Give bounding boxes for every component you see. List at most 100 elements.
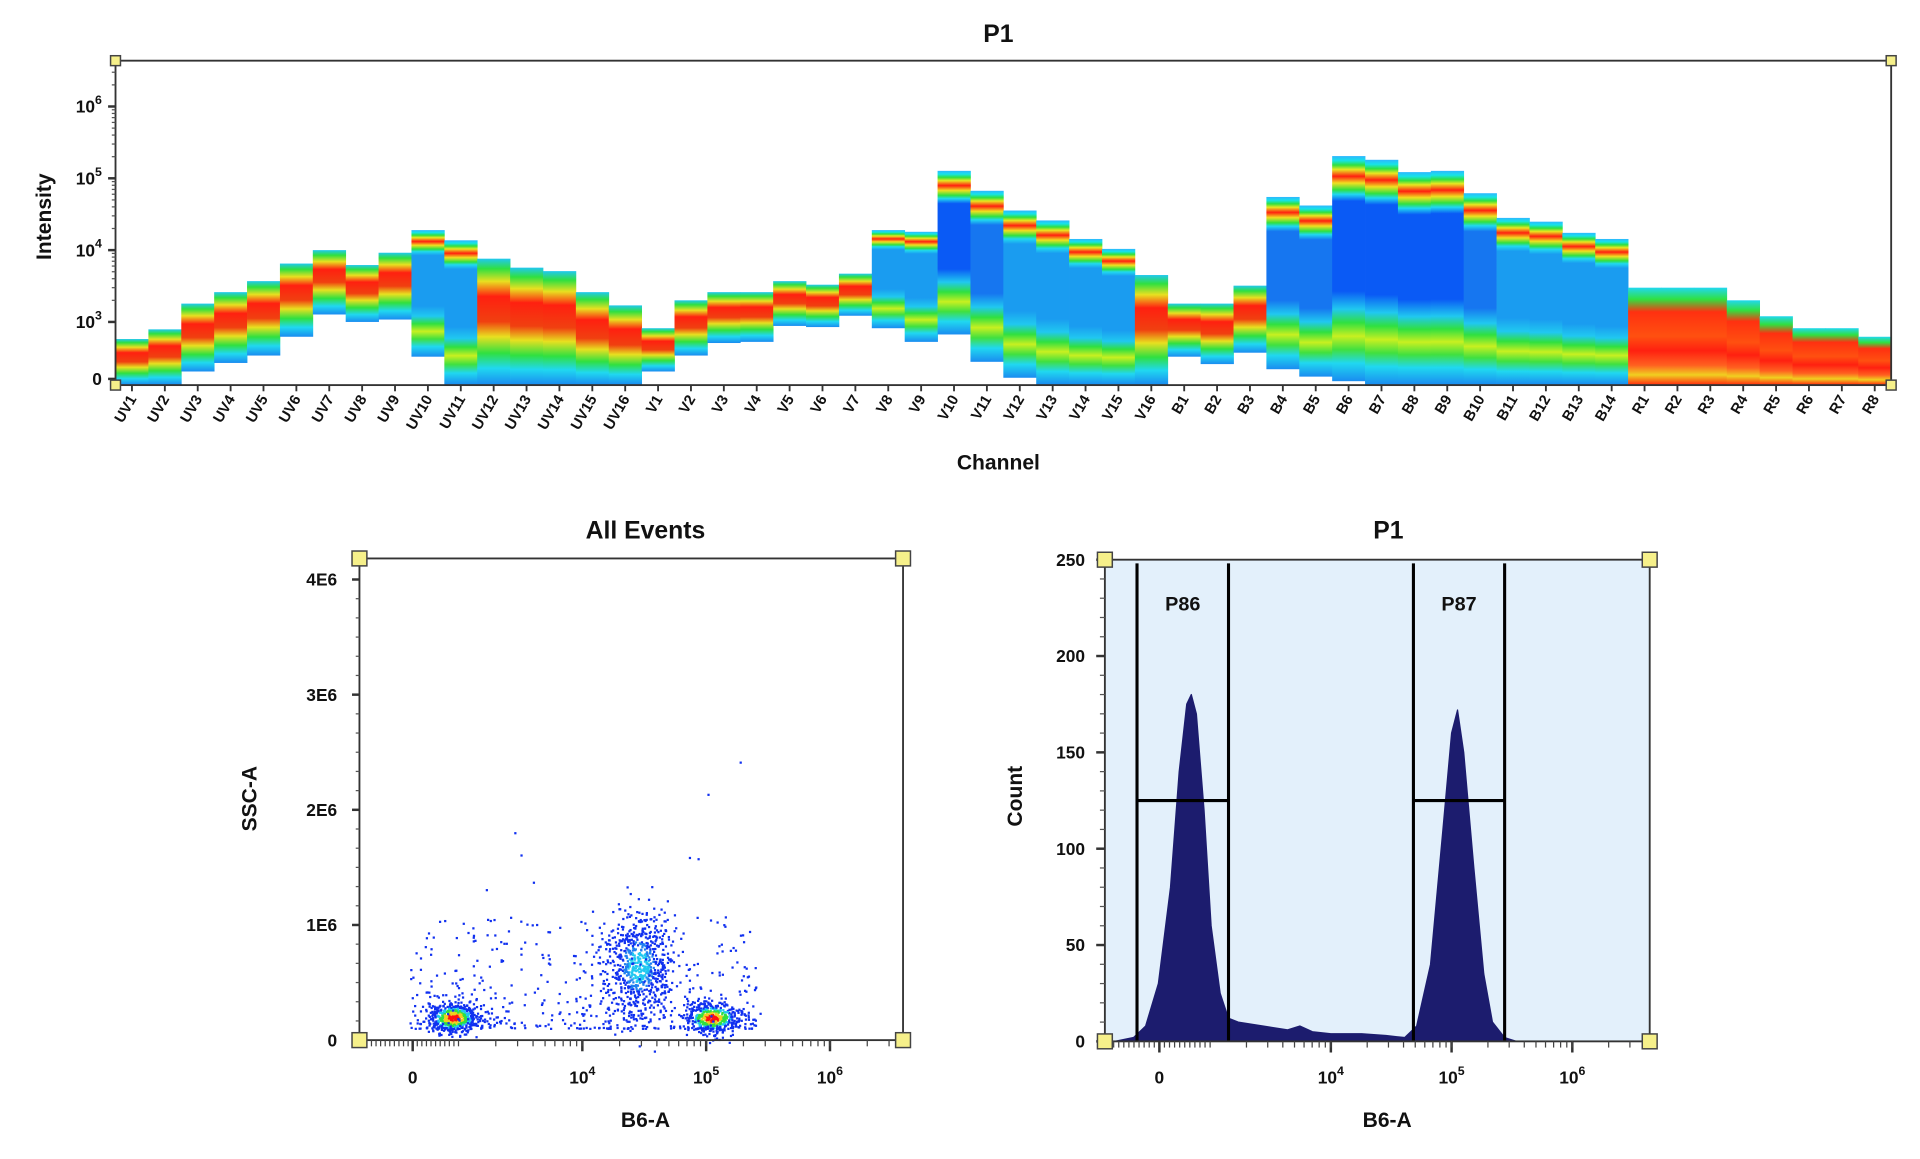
event-point [606, 1007, 609, 1010]
event-point [714, 1017, 717, 1020]
channel-label-uv3: UV3 [178, 393, 206, 426]
event-point [559, 1011, 562, 1014]
event-point [663, 975, 667, 979]
event-point [632, 923, 635, 926]
event-point [678, 1013, 681, 1017]
event-point [661, 985, 664, 989]
scatter-title: All Events [586, 518, 706, 545]
event-point [732, 1022, 735, 1025]
event-point [726, 1004, 729, 1007]
event-point [646, 952, 649, 956]
event-point [468, 1019, 471, 1022]
event-point [433, 1005, 436, 1008]
event-point [607, 1027, 610, 1030]
event-point [732, 946, 735, 950]
resize-handle[interactable] [1885, 379, 1897, 391]
event-point [759, 1012, 762, 1015]
event-point [461, 1016, 464, 1019]
event-point [630, 1026, 633, 1029]
event-point [747, 1011, 750, 1014]
channel-column-uv12 [477, 258, 511, 385]
event-point [431, 1014, 434, 1018]
event-point [640, 987, 643, 990]
event-point [626, 940, 630, 943]
resize-handle[interactable] [351, 550, 368, 567]
resize-handle[interactable] [1096, 551, 1114, 568]
event-point [657, 998, 661, 1001]
resize-handle[interactable] [109, 379, 122, 391]
event-point [636, 961, 639, 964]
event-point [631, 1027, 634, 1030]
channel-label-v16: V16 [1133, 393, 1160, 424]
event-point [646, 965, 649, 968]
event-point [442, 994, 445, 997]
event-point [721, 1028, 724, 1032]
resize-handle[interactable] [1096, 1033, 1114, 1050]
event-point [688, 1017, 691, 1020]
event-point [660, 908, 663, 911]
event-point [725, 1021, 728, 1024]
event-point [481, 1014, 484, 1018]
event-point [645, 941, 648, 945]
event-point [688, 1020, 691, 1023]
event-point [751, 1022, 755, 1025]
event-point [685, 963, 688, 966]
resize-handle[interactable] [109, 54, 122, 67]
event-point [613, 950, 616, 954]
event-point [661, 991, 664, 995]
resize-handle[interactable] [894, 550, 912, 567]
resize-handle[interactable] [351, 1031, 368, 1049]
event-point [475, 1022, 478, 1025]
gate-p86[interactable]: P86 [1135, 563, 1231, 1042]
resize-handle[interactable] [1641, 551, 1658, 568]
event-point [623, 987, 627, 990]
event-point [626, 965, 630, 968]
event-point [629, 990, 633, 993]
event-point [755, 986, 758, 989]
event-point [623, 972, 626, 975]
event-point [616, 927, 620, 930]
event-point [628, 971, 631, 974]
event-point [432, 1019, 435, 1022]
event-point [632, 1015, 635, 1019]
event-point [608, 950, 611, 953]
event-point [639, 974, 642, 977]
channel-column-uv6 [279, 263, 314, 337]
event-point [643, 968, 646, 971]
event-point [631, 973, 634, 976]
event-point [606, 990, 610, 994]
resize-handle[interactable] [1641, 1033, 1658, 1050]
event-point [536, 923, 539, 927]
spectrum-y-label: Intensity [33, 173, 56, 260]
event-point [499, 1022, 502, 1025]
event-point [532, 881, 536, 884]
gate-p87[interactable]: P87 [1411, 563, 1507, 1042]
event-point [551, 1014, 554, 1017]
event-point [654, 925, 657, 928]
channel-label-v14: V14 [1067, 392, 1094, 424]
event-point [650, 972, 653, 975]
resize-handle[interactable] [1885, 54, 1897, 67]
event-point [649, 988, 653, 992]
event-point [681, 1016, 684, 1020]
event-point [472, 1011, 475, 1014]
event-point [419, 957, 423, 960]
event-point [628, 930, 631, 933]
event-point [415, 952, 418, 955]
event-point [617, 1003, 620, 1006]
event-point [679, 1027, 682, 1030]
event-point [713, 1023, 716, 1026]
event-point [649, 944, 652, 947]
channel-label-r7: R7 [1827, 393, 1850, 417]
event-point [718, 974, 721, 977]
event-point [455, 969, 458, 972]
event-point [709, 1007, 712, 1010]
event-point [459, 1005, 463, 1008]
event-point [661, 958, 664, 962]
event-point [493, 1023, 496, 1027]
event-point [711, 999, 714, 1002]
event-point [590, 963, 594, 966]
channel-column-r6 [1792, 328, 1826, 385]
resize-handle[interactable] [894, 1031, 912, 1049]
event-point [462, 1018, 465, 1022]
